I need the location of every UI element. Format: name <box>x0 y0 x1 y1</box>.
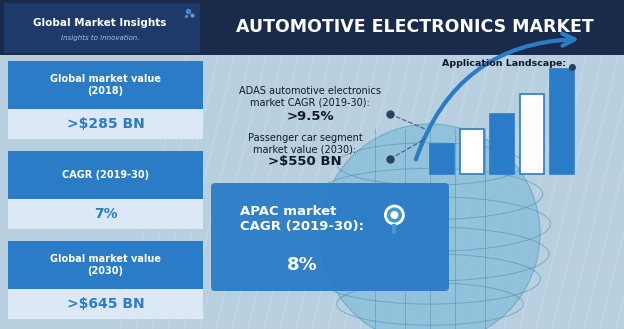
FancyArrowPatch shape <box>416 34 575 159</box>
Bar <box>490 114 514 174</box>
Text: APAC market
CAGR (2019-30):: APAC market CAGR (2019-30): <box>240 205 364 233</box>
Text: Application Landscape:: Application Landscape: <box>442 60 566 68</box>
Bar <box>8 241 203 289</box>
Text: 8%: 8% <box>287 256 318 274</box>
Bar <box>8 151 203 199</box>
Bar <box>430 144 454 174</box>
Bar <box>8 109 203 139</box>
Text: Passenger car segment
market value (2030):: Passenger car segment market value (2030… <box>248 133 363 155</box>
Bar <box>4 3 200 53</box>
Bar <box>460 129 484 174</box>
Text: Global market value
(2018): Global market value (2018) <box>50 74 161 96</box>
Bar <box>8 199 203 229</box>
Text: Global Market Insights: Global Market Insights <box>33 18 167 28</box>
Bar <box>520 94 544 174</box>
Bar <box>8 61 203 109</box>
Text: Insights to innovation.: Insights to innovation. <box>61 35 139 41</box>
Circle shape <box>386 206 403 224</box>
Text: >$285 BN: >$285 BN <box>67 117 144 131</box>
Circle shape <box>391 211 398 219</box>
Text: >$645 BN: >$645 BN <box>67 297 144 311</box>
FancyArrow shape <box>392 224 396 234</box>
Text: ADAS automotive electronics
market CAGR (2019-30):: ADAS automotive electronics market CAGR … <box>239 86 381 108</box>
Circle shape <box>320 124 540 329</box>
Text: AUTOMOTIVE ELECTRONICS MARKET: AUTOMOTIVE ELECTRONICS MARKET <box>236 18 594 36</box>
Bar <box>550 69 574 174</box>
Text: >$550 BN: >$550 BN <box>268 156 342 168</box>
Text: 7%: 7% <box>94 207 117 221</box>
Bar <box>8 289 203 319</box>
Text: >9.5%: >9.5% <box>286 111 334 123</box>
Text: Global market value
(2030): Global market value (2030) <box>50 254 161 276</box>
FancyBboxPatch shape <box>211 183 449 291</box>
Bar <box>0 0 624 55</box>
Text: CAGR (2019-30): CAGR (2019-30) <box>62 170 149 180</box>
